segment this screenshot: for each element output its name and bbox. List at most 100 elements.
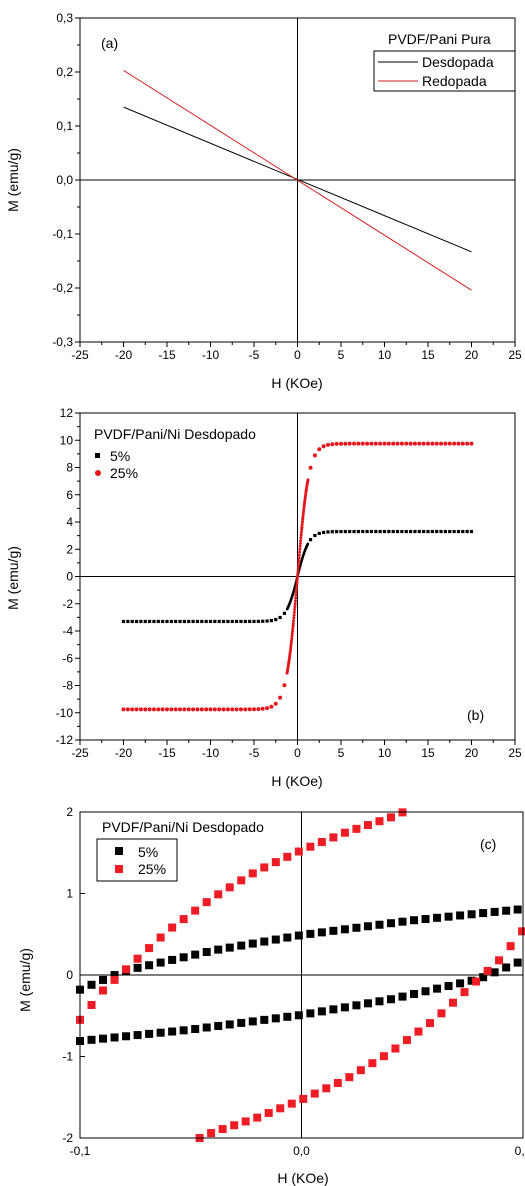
data-point: [356, 529, 360, 534]
data-point: [178, 707, 183, 712]
data-point: [110, 1033, 119, 1042]
x-tick-label: -25: [71, 348, 89, 362]
data-point: [271, 935, 280, 944]
data-point: [298, 550, 302, 554]
data-point: [297, 556, 301, 560]
data-point: [306, 842, 315, 851]
data-point: [174, 619, 178, 624]
data-point: [204, 707, 209, 712]
y-tick-label: 0,0: [56, 173, 73, 187]
data-point: [271, 1014, 280, 1023]
data-point: [145, 1029, 154, 1038]
data-point: [248, 1017, 257, 1026]
data-point: [421, 987, 430, 996]
data-point: [335, 530, 339, 534]
data-point: [395, 529, 400, 534]
data-point: [235, 619, 239, 624]
legend-box: [373, 50, 516, 92]
data-point: [386, 919, 395, 928]
data-point: [391, 441, 396, 446]
data-point: [248, 869, 257, 878]
data-point: [296, 568, 300, 572]
data-point: [143, 707, 148, 712]
data-point: [168, 1027, 177, 1036]
data-point: [483, 966, 492, 975]
data-point: [412, 441, 417, 446]
data-point: [306, 1009, 315, 1018]
data-point: [182, 707, 187, 712]
data-point: [308, 465, 313, 470]
data-point: [434, 441, 439, 446]
data-point: [398, 917, 407, 926]
data-point: [302, 510, 306, 514]
data-point: [439, 529, 443, 534]
x-tick-label: 10: [378, 348, 392, 362]
data-point: [386, 995, 395, 1004]
data-point: [352, 1001, 361, 1010]
data-point: [306, 542, 310, 545]
data-point: [317, 928, 326, 937]
data-point: [187, 619, 191, 624]
legend-label-5pct: 5%: [110, 448, 130, 464]
data-point: [297, 553, 301, 557]
data-point: [317, 1007, 326, 1016]
data-point: [293, 602, 297, 606]
data-point: [225, 1020, 234, 1029]
data-point: [225, 943, 234, 952]
data-point: [356, 1066, 365, 1075]
y-tick-label: 10: [60, 433, 74, 447]
data-point: [297, 559, 301, 563]
data-point: [110, 971, 119, 980]
data-point: [186, 707, 191, 712]
y-tick-label: 0: [66, 968, 73, 982]
data-point: [282, 611, 287, 615]
data-point: [202, 947, 211, 956]
data-point: [467, 910, 476, 919]
data-point: [513, 905, 522, 914]
data-point: [291, 629, 295, 633]
data-point: [191, 906, 200, 915]
legend-swatch-25pct: [115, 865, 123, 873]
data-point: [465, 529, 469, 534]
data-point: [239, 619, 243, 624]
data-point: [293, 605, 297, 609]
x-axis-label: H (KOe): [271, 375, 322, 391]
data-point: [456, 529, 461, 534]
legend-title: PVDF/Pani/Ni Desdopado: [102, 819, 264, 835]
data-point: [282, 683, 287, 688]
data-point: [443, 441, 448, 446]
data-point: [402, 1036, 411, 1045]
data-point: [260, 937, 269, 946]
x-tick-label: 20: [465, 348, 479, 362]
chart-panel-c: -0,1 0,0 0,1 -2 -1 0 1 2 (c) H (KOe) M (emu/g)…: [17, 805, 525, 1186]
data-point: [261, 619, 265, 623]
data-point: [248, 619, 252, 624]
data-point: [191, 950, 200, 959]
data-point: [347, 441, 352, 446]
data-point: [363, 821, 372, 830]
x-tick-label: 0,0: [293, 1144, 310, 1158]
x-tick-label: 25: [508, 348, 522, 362]
data-point: [408, 441, 413, 446]
data-point: [339, 529, 343, 534]
data-point: [343, 529, 347, 534]
data-point: [472, 977, 481, 986]
data-point: [283, 933, 292, 942]
data-point: [160, 707, 165, 712]
x-tick-label: -25: [71, 746, 89, 760]
data-point: [387, 529, 391, 534]
series-line-desdopada: [123, 106, 472, 253]
data-point: [404, 441, 409, 446]
data-point: [147, 707, 152, 712]
data-point: [343, 441, 348, 446]
data-point: [301, 515, 305, 519]
data-point: [264, 1108, 273, 1117]
data-point: [291, 627, 295, 631]
data-point: [200, 619, 204, 624]
data-point: [293, 599, 297, 603]
data-point: [152, 619, 156, 624]
data-point: [430, 529, 434, 534]
data-point: [444, 982, 453, 991]
data-point: [299, 533, 303, 537]
